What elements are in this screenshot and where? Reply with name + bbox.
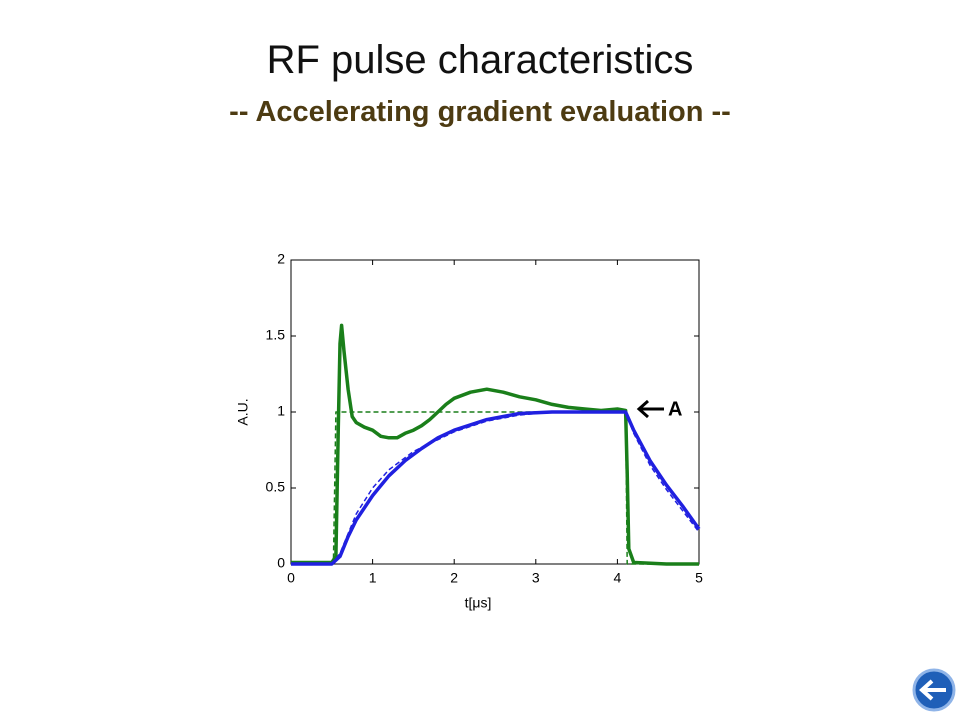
line xyxy=(291,410,701,566)
y-tick-label: 0 xyxy=(277,555,285,571)
annotation: A xyxy=(668,398,682,420)
x-tick-label: 4 xyxy=(614,570,622,586)
x-tick-label: 5 xyxy=(695,570,703,586)
back-button[interactable] xyxy=(912,668,956,712)
x-tick-label: 0 xyxy=(287,570,295,586)
x-tick-label: 1 xyxy=(369,570,377,586)
slide-title: RF pulse characteristics xyxy=(266,38,694,82)
y-tick-label: 1 xyxy=(277,403,285,419)
back-arrow[interactable] xyxy=(919,679,946,701)
x-tick-label: 3 xyxy=(532,570,540,586)
slide-subtitle: -- Accelerating gradient evaluation -- xyxy=(229,96,731,128)
y-axis-label: A.U. xyxy=(235,398,251,425)
x-tick-label: 2 xyxy=(450,570,458,586)
y-tick-label: 2 xyxy=(277,251,285,267)
arrow xyxy=(636,399,664,419)
y-tick-label: 0.5 xyxy=(266,479,286,495)
x-axis-label: t[μs] xyxy=(465,595,492,611)
line xyxy=(291,323,699,566)
y-tick-label: 1.5 xyxy=(266,327,286,343)
